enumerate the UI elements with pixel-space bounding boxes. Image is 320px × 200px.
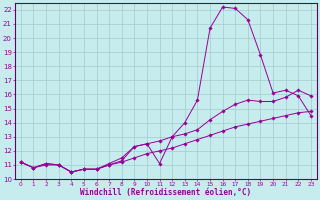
X-axis label: Windchill (Refroidissement éolien,°C): Windchill (Refroidissement éolien,°C) — [80, 188, 252, 197]
